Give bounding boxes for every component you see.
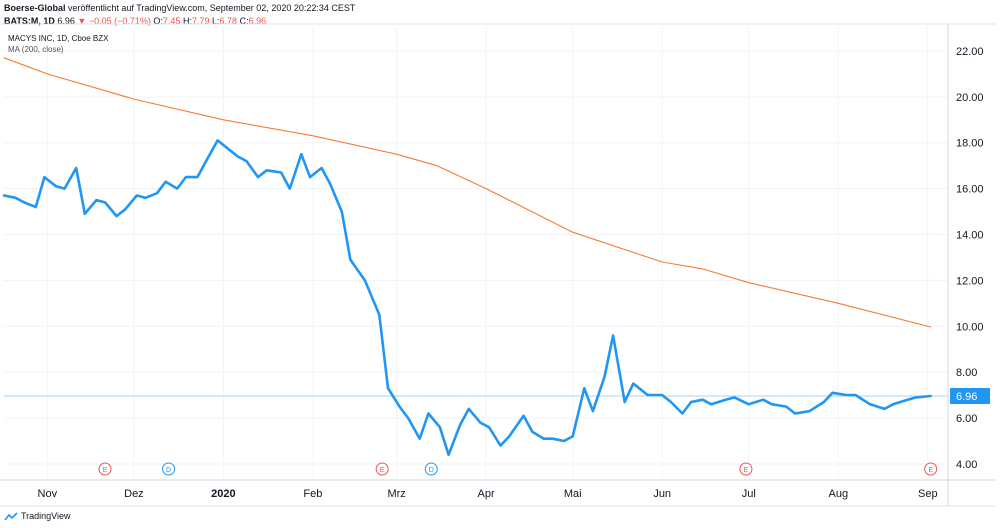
event-marker-label: E — [744, 467, 749, 474]
y-tick-label: 20.00 — [956, 92, 984, 104]
author: Boerse-Global — [4, 3, 66, 13]
legend-title: MACYS INC, 1D, Cboe BZX — [8, 34, 109, 43]
dividend-marker — [424, 462, 438, 476]
earnings-marker — [924, 462, 938, 476]
earnings-marker — [375, 462, 389, 476]
x-tick-label: Jul — [742, 488, 756, 500]
y-tick-label: 14.00 — [956, 229, 984, 241]
low-value: 6.78 — [219, 16, 238, 26]
axis-labels: 4.00 6.00 8.00 10.00 12.00 14.00 16.00 18.00 20.… — [38, 46, 990, 500]
x-tick-label: Mai — [564, 488, 582, 500]
ma-series-line — [3, 57, 932, 328]
y-tick-label: 10.00 — [956, 321, 984, 333]
x-tick-label: Aug — [829, 488, 849, 500]
published-info: veröffentlicht auf TradingView.com, Sept… — [68, 3, 356, 13]
x-tick-label: Nov — [38, 488, 58, 500]
high-label: H: — [182, 16, 192, 26]
y-tick-label: 8.00 — [956, 367, 977, 379]
y-tick-label: 18.00 — [956, 138, 984, 150]
event-marker-label: E — [928, 467, 933, 474]
event-marker-label: D — [429, 467, 434, 474]
y-tick-label: 4.00 — [956, 459, 977, 471]
earnings-marker — [739, 462, 753, 476]
event-marker-label: D — [166, 467, 171, 474]
event-marker-label: E — [380, 467, 385, 474]
footer: TradingView — [4, 511, 71, 521]
x-tick-label: Mrz — [387, 488, 405, 500]
close-label: C: — [239, 16, 249, 26]
tradingview-logo-icon — [4, 511, 18, 520]
event-marker-label: E — [103, 467, 108, 474]
footer-brand: TradingView — [21, 511, 71, 521]
x-tick-label: Apr — [478, 488, 495, 500]
x-tick-label: Sep — [918, 488, 938, 500]
y-tick-label: 6.00 — [956, 413, 977, 425]
down-arrow-icon: ▼ — [77, 16, 87, 26]
symbol: BATS:M, 1D — [4, 16, 55, 26]
grid — [4, 28, 948, 480]
earnings-marker — [98, 462, 112, 476]
open-value: 7.45 — [162, 16, 181, 26]
x-tick-label: Jun — [653, 488, 671, 500]
legend-ma: MA (200, close) — [8, 45, 64, 54]
last-price: 6.96 — [57, 16, 75, 26]
x-tick-label: 2020 — [211, 488, 235, 500]
x-tick-label: Feb — [303, 488, 322, 500]
y-tick-label: 12.00 — [956, 275, 984, 287]
chart-header: Boerse-Global veröffentlicht auf Trading… — [4, 2, 355, 28]
last-price-badge — [950, 388, 990, 405]
chart-legend: MACYS INC, 1D, Cboe BZX MA (200, close) — [8, 33, 108, 55]
open-label: O: — [153, 16, 163, 26]
last-price-badge-label: 6.96 — [956, 391, 977, 403]
high-value: 7.79 — [191, 16, 210, 26]
price-change: −0.05 (−0.71%) — [88, 16, 151, 26]
price-series-line — [2, 139, 933, 457]
dividend-marker — [162, 462, 176, 476]
low-label: L: — [212, 16, 220, 26]
y-tick-label: 22.00 — [956, 46, 984, 58]
close-value: 6.96 — [248, 16, 267, 26]
x-tick-label: Dez — [124, 488, 144, 500]
y-tick-label: 16.00 — [956, 184, 984, 196]
axes — [0, 23, 996, 507]
series-layer — [2, 57, 948, 457]
